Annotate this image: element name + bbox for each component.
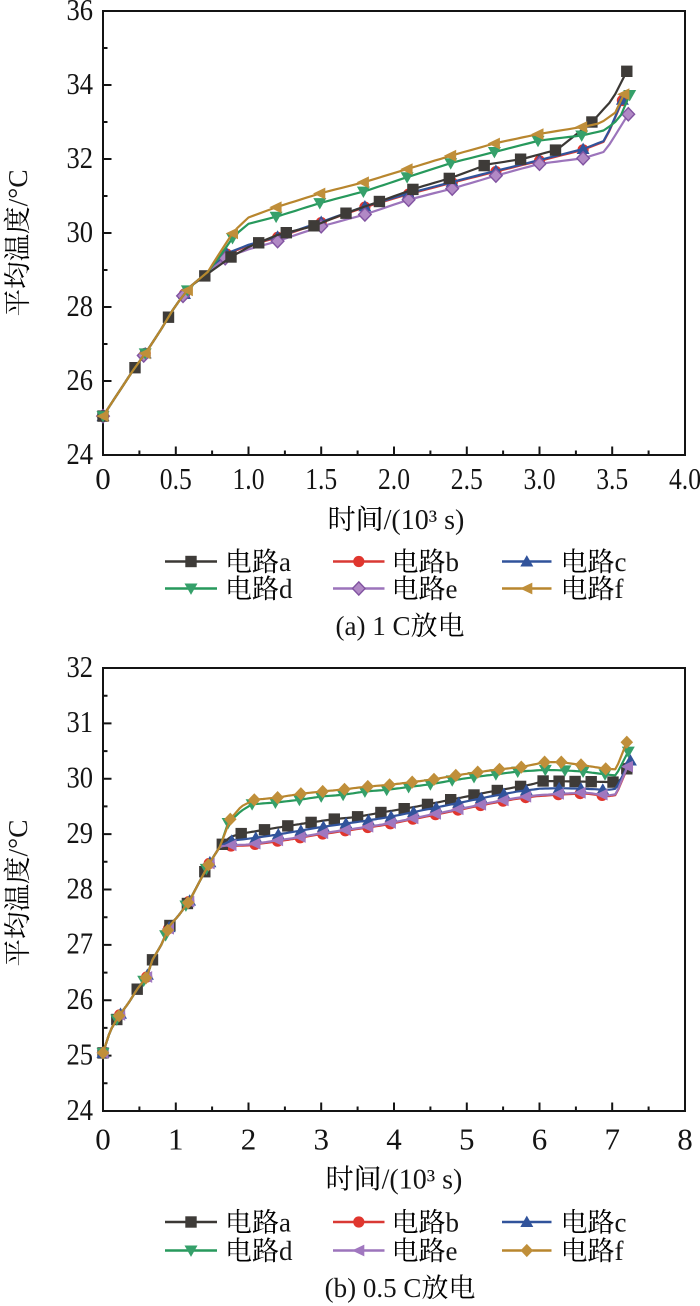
svg-text:e: e xyxy=(446,574,458,604)
svg-text:b: b xyxy=(446,1208,460,1238)
svg-text:a: a xyxy=(279,1208,291,1238)
svg-text:24: 24 xyxy=(67,1092,94,1127)
svg-text:/°C: /°C xyxy=(2,169,33,206)
svg-text:28: 28 xyxy=(67,870,94,905)
svg-text:6: 6 xyxy=(532,1122,548,1157)
svg-text:32: 32 xyxy=(67,649,94,684)
svg-text:36: 36 xyxy=(67,0,94,27)
svg-text:f: f xyxy=(615,1236,624,1266)
svg-text:29: 29 xyxy=(67,815,94,850)
svg-text:b: b xyxy=(446,547,460,577)
svg-text:7: 7 xyxy=(605,1122,621,1157)
svg-text:30: 30 xyxy=(67,760,94,795)
svg-text:4: 4 xyxy=(386,1122,402,1157)
svg-text:24: 24 xyxy=(67,436,94,471)
svg-text:0.5: 0.5 xyxy=(160,461,192,496)
svg-text:/(10³ s): /(10³ s) xyxy=(384,505,465,536)
svg-text:0: 0 xyxy=(95,461,111,496)
svg-text:3.0: 3.0 xyxy=(524,461,556,496)
svg-text:4.0: 4.0 xyxy=(669,461,700,496)
svg-text:d: d xyxy=(279,574,293,604)
svg-text:5: 5 xyxy=(459,1122,475,1157)
svg-text:(b) 0.5 C: (b) 0.5 C xyxy=(325,1273,422,1303)
svg-text:/°C: /°C xyxy=(2,820,33,857)
svg-text:30: 30 xyxy=(67,214,94,249)
svg-text:2: 2 xyxy=(241,1122,256,1157)
svg-text:32: 32 xyxy=(67,140,94,175)
svg-text:26: 26 xyxy=(67,981,94,1016)
svg-text:31: 31 xyxy=(67,704,94,739)
svg-text:28: 28 xyxy=(67,288,94,323)
svg-text:34: 34 xyxy=(67,66,94,101)
svg-text:1.0: 1.0 xyxy=(233,461,265,496)
svg-text:d: d xyxy=(279,1236,293,1266)
svg-text:c: c xyxy=(615,547,627,577)
svg-text:25: 25 xyxy=(67,1036,94,1071)
svg-text:2.5: 2.5 xyxy=(451,461,483,496)
svg-text:1: 1 xyxy=(168,1122,184,1157)
svg-text:3: 3 xyxy=(314,1122,330,1157)
svg-text:3.5: 3.5 xyxy=(596,461,628,496)
svg-text:8: 8 xyxy=(677,1122,693,1157)
svg-text:1.5: 1.5 xyxy=(305,461,337,496)
svg-text:e: e xyxy=(446,1236,458,1266)
svg-text:27: 27 xyxy=(67,926,94,961)
svg-text:0: 0 xyxy=(95,1122,111,1157)
svg-text:c: c xyxy=(615,1208,627,1238)
svg-text:/(10³ s): /(10³ s) xyxy=(382,1165,463,1196)
svg-text:26: 26 xyxy=(67,362,94,397)
svg-text:(a) 1 C: (a) 1 C xyxy=(336,611,411,641)
svg-text:f: f xyxy=(615,574,624,604)
svg-text:2.0: 2.0 xyxy=(378,461,410,496)
svg-text:a: a xyxy=(279,547,291,577)
